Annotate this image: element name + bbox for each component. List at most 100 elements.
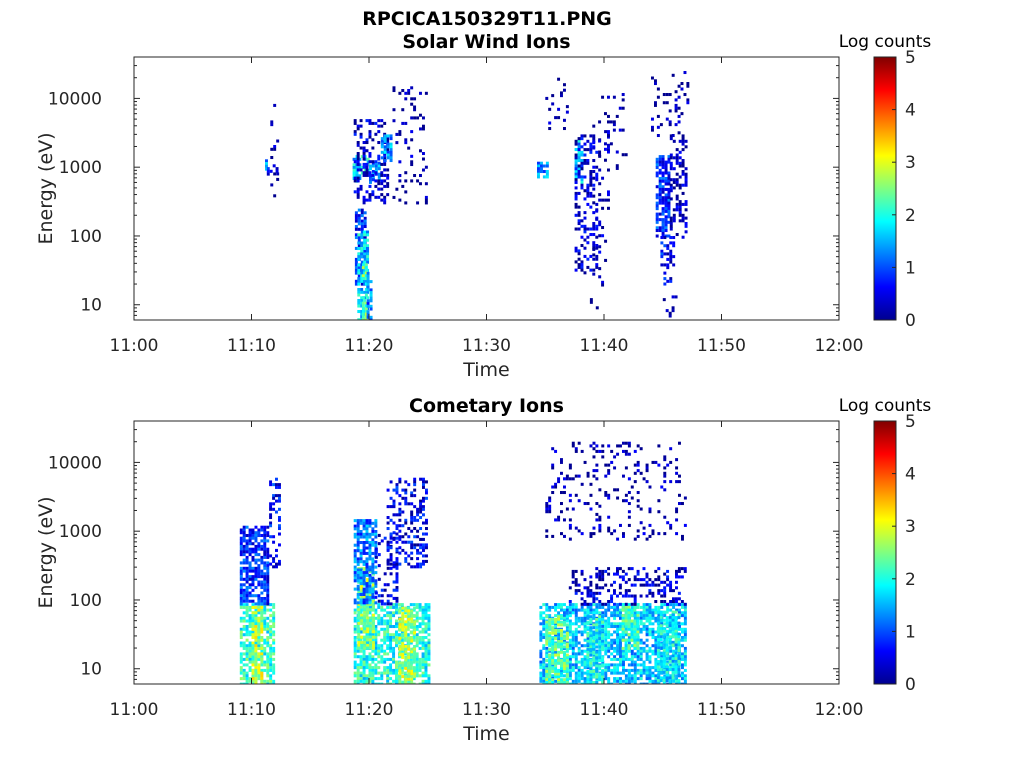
heatmap-cell	[374, 571, 378, 575]
heatmap-cell	[664, 168, 668, 172]
heatmap-cell	[574, 583, 578, 587]
heatmap-cell	[557, 656, 561, 660]
heatmap-cell	[401, 661, 405, 665]
heatmap-cell	[361, 277, 365, 281]
heatmap-cell	[416, 551, 420, 555]
heatmap-cell	[265, 164, 268, 168]
heatmap-cell	[645, 463, 649, 467]
heatmap-cell	[655, 226, 659, 230]
heatmap-cell	[374, 179, 378, 183]
heatmap-cell	[667, 174, 671, 178]
heatmap-cell	[263, 679, 267, 683]
heatmap-cell	[667, 215, 671, 219]
heatmap-cell	[668, 657, 672, 661]
heatmap-block-2	[239, 525, 270, 606]
heatmap-cell	[407, 540, 411, 544]
heatmap-cell	[601, 206, 605, 210]
heatmap-cell	[366, 233, 370, 237]
heatmap-cell	[683, 616, 687, 620]
heatmap-cell	[548, 656, 552, 660]
heatmap-cell	[660, 603, 664, 607]
heatmap-cell	[610, 657, 614, 661]
heatmap-cell	[353, 636, 357, 640]
heatmap-cell	[419, 499, 423, 503]
heatmap-cell	[356, 666, 360, 670]
heatmap-block-13	[537, 161, 549, 179]
heatmap-cell	[560, 664, 563, 668]
heatmap-cell	[409, 663, 413, 667]
heatmap-cell	[415, 641, 419, 645]
heatmap-cell	[586, 653, 590, 657]
heatmap-cell	[377, 187, 381, 191]
heatmap-cell	[583, 254, 587, 258]
heatmap-cell	[616, 663, 620, 667]
heatmap-cell	[545, 605, 549, 609]
heatmap-cell	[586, 659, 590, 663]
heatmap-cell	[667, 171, 671, 175]
heatmap-cell	[359, 535, 363, 539]
heatmap-cell	[615, 114, 619, 118]
heatmap-cell	[589, 611, 593, 615]
heatmap-cell	[665, 638, 669, 642]
heatmap-cell	[401, 620, 405, 624]
heatmap-cell	[683, 682, 687, 684]
heatmap-cell	[380, 193, 384, 197]
heatmap-cell	[278, 559, 281, 563]
heatmap-cell	[619, 646, 622, 650]
heatmap-cell	[589, 298, 593, 302]
heatmap-cell	[357, 252, 361, 256]
heatmap-cell	[383, 572, 387, 576]
heatmap-cell	[616, 603, 620, 607]
heatmap-cell	[360, 271, 364, 275]
heatmap-cell	[353, 179, 357, 183]
heatmap-cell	[257, 553, 261, 557]
heatmap-cell	[359, 601, 363, 605]
heatmap-cell	[574, 677, 578, 681]
heatmap-cell	[577, 252, 581, 256]
heatmap-cell	[407, 672, 411, 676]
heatmap-cell	[604, 641, 608, 645]
heatmap-cell	[675, 153, 679, 157]
heatmap-cell	[392, 668, 396, 672]
heatmap-cell	[421, 608, 425, 612]
heatmap-cell	[622, 679, 625, 683]
heatmap-cell	[352, 174, 356, 178]
heatmap-cell	[636, 636, 640, 640]
heatmap-cell	[574, 644, 578, 648]
heatmap-cell	[633, 611, 637, 615]
heatmap-cell	[365, 519, 369, 523]
heatmap-cell	[619, 611, 622, 615]
heatmap-cell	[627, 627, 631, 631]
heatmap-cell	[239, 539, 243, 543]
solar-wind-ions-panel: 11:00 11:10 11:20 11:30 11:40 11:50 12:0010100…	[35, 31, 931, 381]
heatmap-cell	[574, 249, 578, 253]
heatmap-cell	[568, 586, 572, 590]
heatmap-cell	[633, 644, 637, 648]
heatmap-cell	[362, 571, 366, 575]
heatmap-cell	[371, 562, 375, 566]
heatmap-cell	[410, 86, 414, 90]
heatmap-cell	[607, 646, 611, 650]
heatmap-cell	[663, 674, 667, 678]
heatmap-cell	[630, 668, 634, 672]
heatmap-cell	[404, 650, 408, 654]
heatmap-cell	[398, 609, 402, 613]
heatmap-cell	[266, 525, 270, 529]
heatmap-cell	[377, 164, 381, 168]
heatmap-cell	[260, 660, 264, 664]
heatmap-cell	[242, 611, 246, 615]
heatmap-cell	[551, 622, 555, 626]
heatmap-cell	[681, 611, 684, 615]
heatmap-cell	[678, 205, 682, 209]
heatmap-cell	[545, 678, 549, 682]
heatmap-cell	[392, 521, 396, 525]
heatmap-cell	[410, 625, 414, 629]
heatmap-cell	[356, 625, 360, 629]
heatmap-cell	[592, 268, 596, 272]
heatmap-cell	[568, 682, 572, 684]
heatmap-cell	[681, 213, 685, 217]
heatmap-cell	[636, 529, 640, 533]
heatmap-cell	[368, 644, 372, 648]
heatmap-cell	[560, 661, 563, 665]
heatmap-cell	[366, 271, 370, 275]
